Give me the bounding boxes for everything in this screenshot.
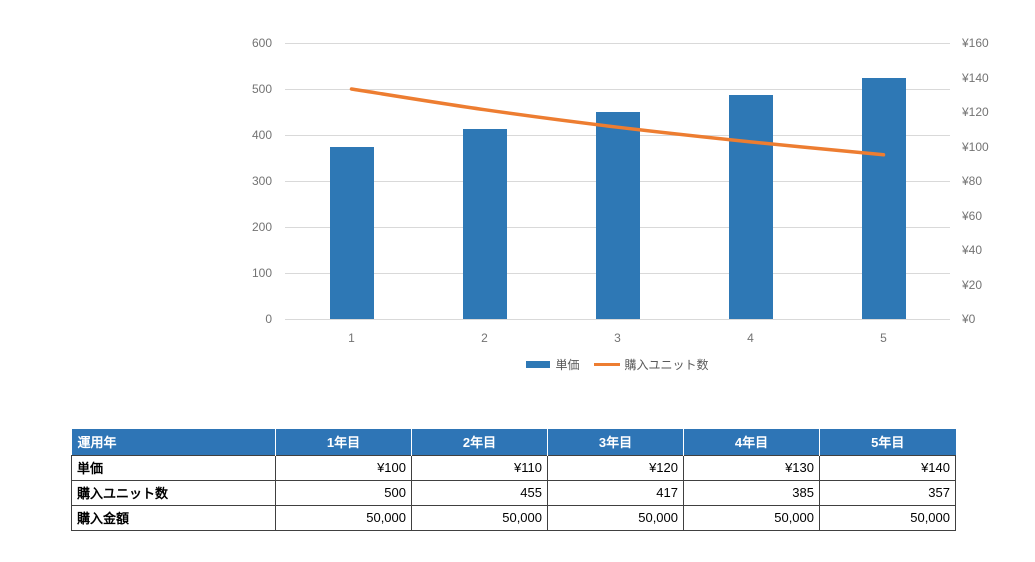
table-year-header-4: 4年目 bbox=[683, 429, 820, 455]
bar-単価-1 bbox=[329, 146, 374, 319]
y-axis-tick-right: ¥140 bbox=[962, 70, 989, 85]
y-axis-tick-right: ¥20 bbox=[962, 277, 983, 292]
table-corner-header: 運用年 bbox=[71, 429, 276, 455]
table-cell: 385 bbox=[683, 479, 820, 506]
table-cell: ¥130 bbox=[683, 454, 820, 481]
x-axis-label: 5 bbox=[880, 331, 887, 345]
y-axis-tick-right: ¥0 bbox=[962, 312, 976, 326]
table-year-header-1: 1年目 bbox=[275, 429, 412, 455]
legend-item-1: 単価 bbox=[526, 356, 580, 373]
bar-単価-4 bbox=[728, 94, 773, 319]
bar-単価-5 bbox=[861, 77, 906, 319]
legend-label: 単価 bbox=[555, 358, 580, 372]
y-axis-tick-left: 600 bbox=[251, 36, 272, 50]
table-cell: 50,000 bbox=[411, 504, 548, 531]
table-cell: 50,000 bbox=[275, 504, 412, 531]
table-cell: ¥140 bbox=[819, 454, 956, 481]
table-header-row: 運用年 1年目 2年目 3年目 4年目 5年目 bbox=[71, 429, 956, 455]
row-label: 購入ユニット数 bbox=[71, 479, 276, 506]
table-cell: 455 bbox=[411, 479, 548, 506]
row-label: 購入金額 bbox=[71, 504, 276, 531]
y-axis-tick-left: 200 bbox=[251, 220, 272, 234]
y-axis-tick-right: ¥160 bbox=[962, 36, 989, 50]
legend-line-swatch bbox=[593, 362, 620, 367]
legend-label: 購入ユニット数 bbox=[624, 358, 709, 372]
table-row: 購入ユニット数 500 455 417 385 357 bbox=[71, 479, 956, 506]
y-axis-tick-left: 400 bbox=[251, 128, 272, 142]
y-axis-tick-right: ¥60 bbox=[962, 208, 983, 223]
legend: 単価 購入ユニット数 bbox=[285, 356, 950, 373]
gridline bbox=[285, 89, 950, 90]
line-購入ユニット数 bbox=[349, 87, 886, 157]
gridline bbox=[285, 319, 950, 320]
y-axis-tick-left: 100 bbox=[251, 266, 272, 280]
data-table: 運用年 1年目 2年目 3年目 4年目 5年目 単価 ¥100 ¥110 ¥120 ¥130 ¥14… bbox=[71, 429, 956, 531]
table-cell: 50,000 bbox=[547, 504, 684, 531]
legend-item-2: 購入ユニット数 bbox=[593, 356, 709, 373]
bar-単価-2 bbox=[462, 129, 507, 319]
line-series-layer bbox=[349, 87, 886, 157]
gridline bbox=[285, 43, 950, 44]
x-axis-label: 4 bbox=[747, 331, 754, 345]
table-cell: 500 bbox=[275, 479, 412, 506]
y-axis-tick-left: 0 bbox=[265, 312, 272, 326]
y-axis-tick-right: ¥100 bbox=[962, 139, 989, 154]
table-cell: 357 bbox=[819, 479, 956, 506]
x-axis-label: 2 bbox=[481, 331, 488, 345]
y-axis-tick-right: ¥40 bbox=[962, 243, 983, 257]
table-cell: ¥100 bbox=[275, 454, 412, 481]
x-axis-label: 3 bbox=[614, 331, 621, 345]
table-row: 単価 ¥100 ¥110 ¥120 ¥130 ¥140 bbox=[71, 454, 956, 481]
table-year-header-3: 3年目 bbox=[547, 429, 684, 455]
table-year-header-2: 2年目 bbox=[411, 429, 548, 455]
row-label: 単価 bbox=[71, 454, 276, 481]
table-cell: 50,000 bbox=[683, 504, 820, 531]
y-axis-tick-left: 300 bbox=[251, 174, 272, 188]
x-axis-label: 1 bbox=[348, 331, 355, 345]
bar-単価-3 bbox=[595, 112, 640, 319]
table-header: 運用年 1年目 2年目 3年目 4年目 5年目 bbox=[71, 429, 956, 455]
table-year-header-5: 5年目 bbox=[819, 429, 956, 455]
y-axis-tick-left: 500 bbox=[251, 82, 272, 96]
y-axis-tick-right: ¥80 bbox=[962, 174, 983, 188]
table-row: 購入金額 50,000 50,000 50,000 50,000 50,000 bbox=[71, 504, 956, 531]
y-axis-tick-right: ¥120 bbox=[962, 105, 989, 119]
table-cell: ¥120 bbox=[547, 454, 684, 481]
table-cell: 417 bbox=[547, 479, 684, 506]
table-cell: ¥110 bbox=[411, 454, 548, 481]
table-cell: 50,000 bbox=[819, 504, 956, 531]
legend-bar-swatch bbox=[526, 361, 551, 368]
